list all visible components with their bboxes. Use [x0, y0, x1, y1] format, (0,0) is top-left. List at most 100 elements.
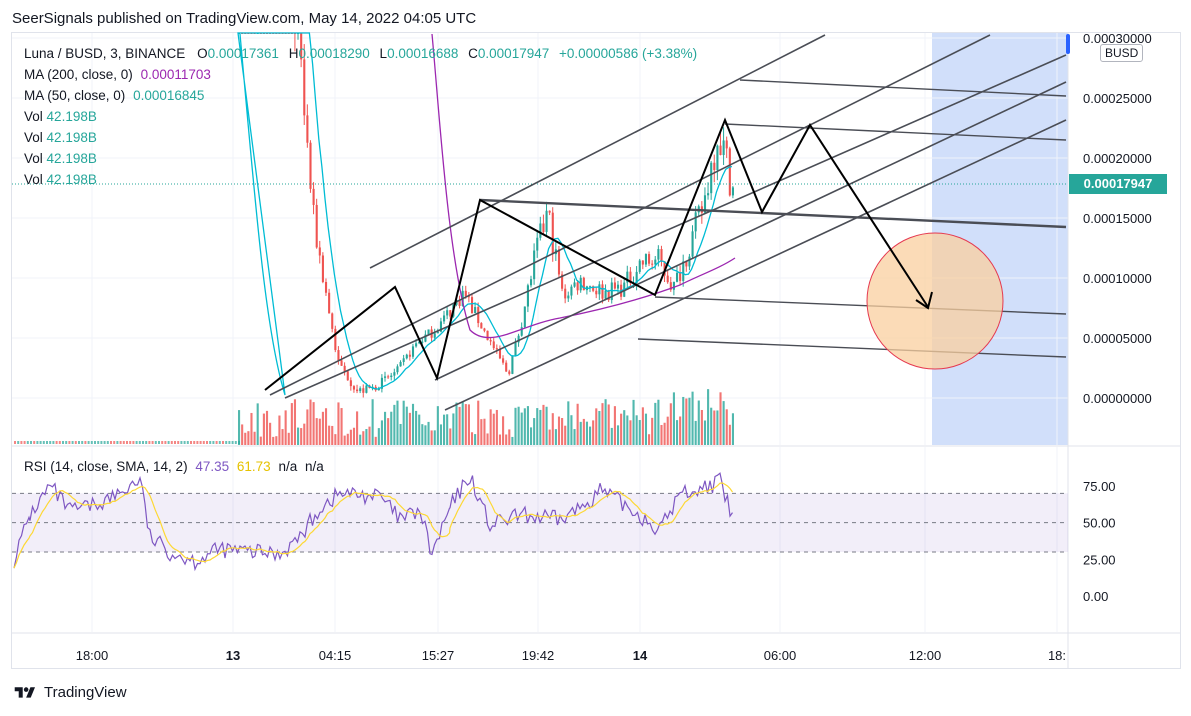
rsi-na-1: n/a: [278, 459, 298, 474]
horizontal-trend-line: [479, 198, 1067, 229]
vol-label: Vol: [24, 151, 43, 166]
candle-body: [725, 140, 728, 149]
volume-bar: [362, 431, 365, 445]
rsi-tick-label: 50.00: [1083, 516, 1116, 531]
ma50-legend[interactable]: MA (50, close, 0) 0.00016845: [24, 88, 204, 103]
candle-body: [415, 343, 418, 347]
candle-body: [651, 263, 654, 265]
volume-bar: [483, 418, 486, 445]
vol-value: 42.198B: [46, 109, 97, 124]
price-tick-label: 0.00005000: [1083, 331, 1152, 346]
volume-bar: [145, 441, 148, 444]
candle-body: [408, 354, 411, 357]
main-legend[interactable]: Luna / BUSD, 3, BINANCE O0.00017361 H0.0…: [24, 46, 697, 61]
symbol-tag[interactable]: BUSD: [1100, 44, 1144, 62]
rsi-tick-label: 25.00: [1083, 552, 1116, 567]
volume-bar: [231, 441, 234, 444]
candle-body: [387, 376, 390, 378]
candle-body: [520, 327, 523, 336]
volume-bar: [430, 430, 433, 445]
ma50-label: MA (50, close, 0): [24, 88, 126, 103]
time-tick-label: 19:42: [522, 648, 555, 663]
alert-marker[interactable]: [1066, 34, 1070, 54]
volume-bar: [65, 441, 68, 444]
volume-bar: [548, 429, 551, 445]
vol-legend[interactable]: Vol 42.198B: [24, 172, 97, 187]
candle-body: [523, 306, 526, 328]
volume-bar: [215, 441, 218, 444]
time-tick-label: 14: [633, 648, 648, 663]
candle-body: [598, 284, 601, 295]
volume-bar: [26, 441, 29, 444]
price-tick-label: 0.00000000: [1083, 391, 1152, 406]
candle-body: [443, 315, 446, 322]
candle-body: [495, 348, 498, 350]
legend-symbol[interactable]: Luna / BUSD, 3, BINANCE: [24, 46, 186, 61]
vol-legend[interactable]: Vol 42.198B: [24, 130, 97, 145]
ma200-legend[interactable]: MA (200, close, 0) 0.00011703: [24, 67, 211, 82]
volume-bar: [505, 434, 508, 445]
volume-bar: [641, 407, 644, 445]
candle-body: [328, 292, 331, 314]
volume-bar: [71, 441, 74, 444]
volume-bar: [638, 420, 641, 445]
candle-body: [595, 290, 598, 295]
volume-bar: [523, 408, 526, 445]
candle-body: [719, 145, 722, 156]
candle-body: [679, 272, 682, 281]
vol-legend[interactable]: Vol 42.198B: [24, 109, 97, 124]
volume-bar: [180, 441, 183, 444]
volume-bar: [396, 400, 399, 445]
candle-body: [458, 299, 461, 306]
volume-bar: [713, 410, 716, 445]
candle-body: [514, 342, 517, 357]
volume-bar: [449, 428, 452, 445]
volume-bar: [78, 441, 80, 444]
volume-bar: [334, 434, 337, 445]
candle-body: [349, 380, 352, 387]
volume-bar: [193, 441, 196, 444]
candle-body: [545, 210, 548, 232]
volume-bar: [716, 410, 719, 445]
candle-body: [449, 310, 452, 317]
volume-bar: [212, 441, 215, 444]
rsi-legend[interactable]: RSI (14, close, SMA, 14, 2) 47.35 61.73 …: [24, 459, 324, 474]
volume-bar: [318, 418, 321, 445]
volume-bar: [303, 423, 306, 445]
vol-legend[interactable]: Vol 42.198B: [24, 151, 97, 166]
candle-body: [352, 386, 356, 390]
volume-bar: [644, 413, 648, 445]
volume-bar: [719, 392, 722, 445]
candle-body: [436, 331, 439, 334]
volume-bar: [278, 415, 281, 445]
rsi-na-2: n/a: [305, 459, 324, 474]
vol-value: 42.198B: [46, 151, 97, 166]
tradingview-brand[interactable]: TradingView: [12, 684, 127, 701]
candle-body: [610, 282, 613, 301]
volume-bar: [498, 434, 502, 445]
volume-bar: [508, 429, 511, 445]
candle-body: [334, 328, 337, 351]
volume-bar: [315, 418, 318, 445]
candle-body: [474, 307, 477, 314]
volume-bar: [567, 401, 570, 445]
volume-bar: [710, 407, 713, 445]
volume-bar: [480, 419, 483, 445]
candle-body: [592, 286, 595, 291]
volume-bar: [632, 399, 635, 445]
volume-bar: [206, 441, 208, 444]
candle-body: [343, 365, 346, 372]
publisher-line: SeerSignals published on TradingView.com…: [12, 10, 477, 27]
volume-bar: [461, 402, 464, 445]
legend-low: 0.00016688: [387, 46, 459, 61]
candle-body: [424, 334, 427, 342]
volume-bar: [113, 441, 116, 444]
legend-open: 0.00017361: [207, 46, 279, 61]
volume-bar: [579, 421, 582, 445]
volume-bar: [682, 396, 685, 445]
volume-bar: [247, 431, 250, 445]
volume-bar: [132, 441, 135, 444]
volume-bar: [570, 415, 573, 445]
rsi-value: 47.35: [195, 459, 230, 474]
